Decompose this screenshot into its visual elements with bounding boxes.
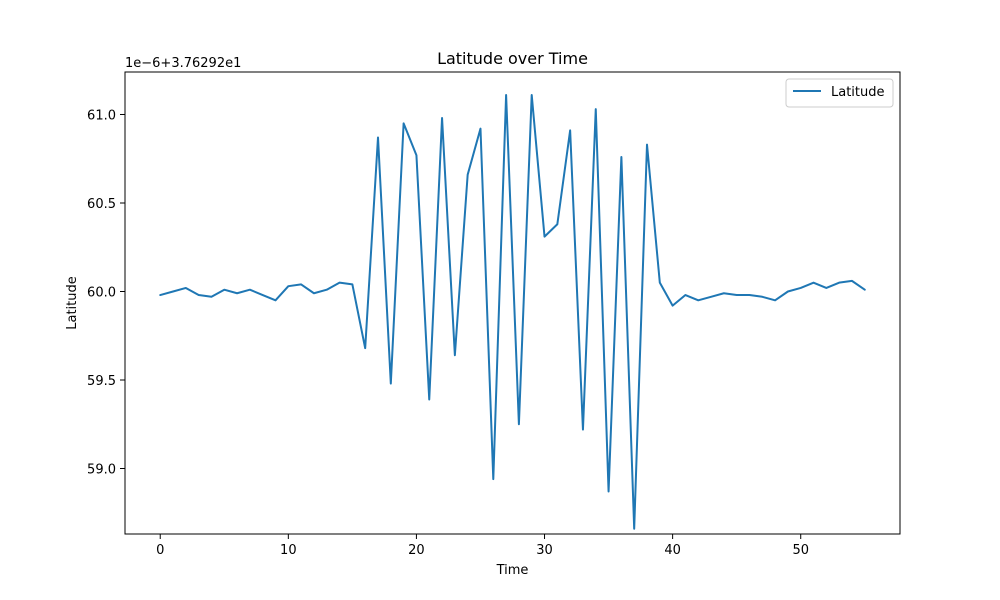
series-line-latitude — [159, 94, 866, 530]
y-tick-label: 59.5 — [87, 374, 116, 389]
x-tick-label: 20 — [408, 543, 425, 558]
x-tick-label: 30 — [536, 543, 553, 558]
y-tick-label: 61.0 — [87, 108, 116, 123]
x-tick-label: 40 — [664, 543, 681, 558]
y-axis-label: Latitude — [65, 276, 80, 330]
plot-content — [159, 94, 866, 530]
y-axis-ticks: 59.0 59.5 60.0 60.5 61.0 — [87, 108, 125, 478]
plot-frame — [124, 71, 901, 535]
legend-box — [785, 78, 894, 108]
x-tick-label: 50 — [792, 543, 809, 558]
chart-title: Latitude over Time — [437, 49, 588, 68]
x-tick-label: 10 — [280, 543, 297, 558]
x-axis-ticks: 0 10 20 30 40 50 — [156, 534, 809, 558]
y-tick-label: 60.0 — [87, 285, 116, 300]
legend: Latitude — [785, 78, 894, 108]
y-tick-label: 60.5 — [87, 197, 116, 212]
y-tick-label: 59.0 — [87, 463, 116, 478]
legend-label-latitude: Latitude — [831, 85, 885, 100]
x-tick-label: 0 — [156, 543, 164, 558]
y-axis-offset-label: 1e−6+3.76292e1 — [125, 56, 241, 71]
x-axis-label: Time — [496, 563, 529, 578]
